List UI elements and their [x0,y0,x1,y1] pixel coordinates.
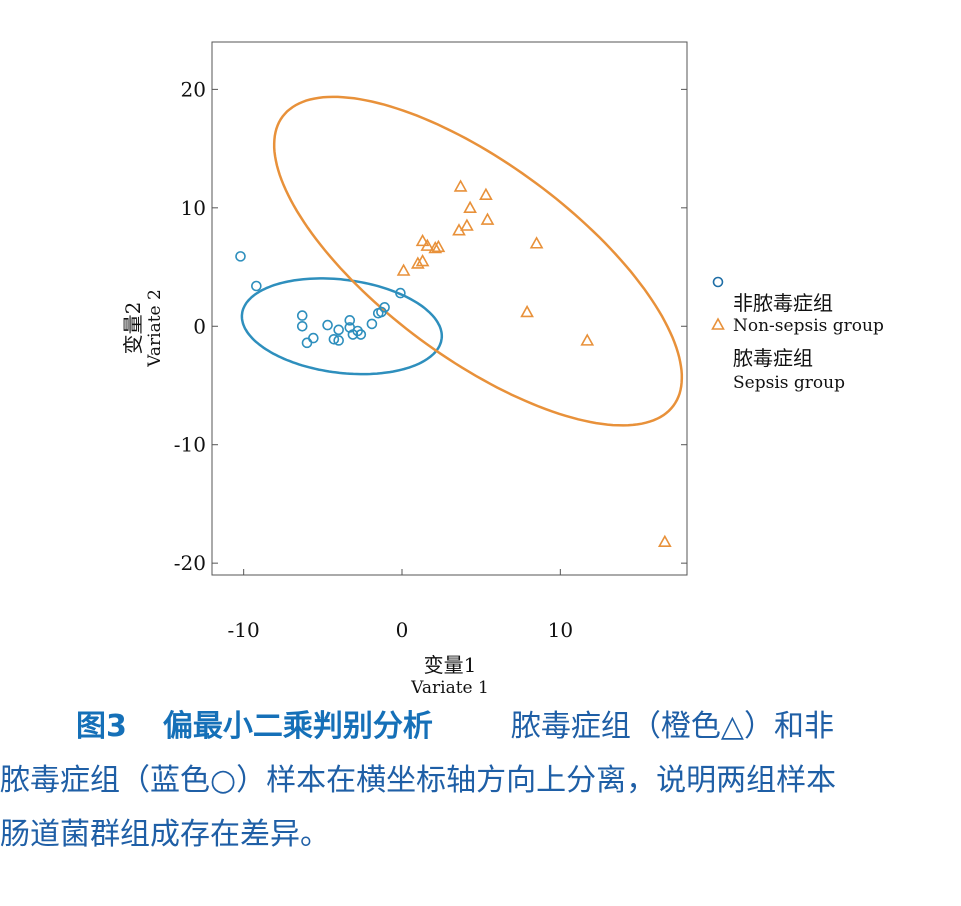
caption-line-3: 肠道菌群组成存在差异。 [0,817,330,852]
caption-text-1: 脓毒症组（橙色△）和非 [510,709,834,744]
triangle-point [415,233,430,247]
data-points [235,179,672,548]
x-tick-label: 10 [548,618,573,642]
triangle-point [428,240,443,254]
caption-line-2: 脓毒症组（蓝色○）样本在横坐标轴方向上分离，说明两组样本 [0,763,837,798]
scatter-plot: -10 0 10 -20 -10 0 10 20 变量1 Variate 1 变量2 Vari… [121,41,884,698]
legend-label-sepsis-cn: 脓毒症组 [733,346,813,370]
triangle-point [480,212,495,225]
caption-line-1: 图3 偏最小二乘判别分析 脓毒症组（橙色△）和非 [0,700,961,754]
triangle-point [396,263,411,276]
circle-point [395,287,406,299]
circle-point [355,329,367,340]
circle-point [251,280,262,292]
y-tick-label: 0 [193,314,206,338]
circle-point [296,320,308,332]
y-tick-label: -10 [174,433,206,457]
triangle-point [520,304,534,318]
legend: 非脓毒症组 Non-sepsis group 脓毒症组 Sepsis group [711,276,884,393]
x-axis-label-cn: 变量1 [424,653,477,677]
circle-point [379,302,390,313]
triangle-point [420,238,435,251]
confidence-ellipses [240,95,684,427]
x-tick-label: -10 [228,618,260,642]
plot-frame [211,41,688,576]
circle-point [366,318,378,330]
ellipse-orange [272,95,684,427]
circle-point [296,310,308,321]
x-axis-label-en: Variate 1 [410,678,489,698]
legend-label-non-sepsis-en: Non-sepsis group [733,316,884,336]
caption-title: 偏最小二乘判别分析 [162,709,433,744]
triangle-point [410,256,425,269]
triangle-point [431,239,446,253]
triangle-point [452,223,466,236]
y-tick-label: -20 [174,551,206,575]
caption-figure-label: 图3 [76,709,127,744]
legend-label-sepsis-en: Sepsis group [733,373,845,393]
legend-circle-marker [712,276,724,288]
y-tick-label: 20 [181,77,206,101]
triangle-point [453,179,468,192]
triangle-point [479,187,493,200]
circle-point [333,324,344,336]
circle-point [328,333,340,345]
triangle-point [463,200,477,214]
circle-point [344,315,356,326]
triangle-point [580,333,595,346]
circle-point [301,337,313,349]
figure-caption: 图3 偏最小二乘判别分析 脓毒症组（橙色△）和非 脓毒症组（蓝色○）样本在横坐标轴方… [0,700,961,862]
y-axis-label-cn: 变量2 [121,302,145,355]
triangle-point [460,218,474,231]
ellipse-blue [240,277,444,376]
triangle-point [657,534,672,548]
legend-label-non-sepsis-cn: 非脓毒症组 [733,291,833,315]
circle-point [322,319,333,331]
y-axis-label-en: Variate 2 [145,289,165,368]
triangle-point [529,236,544,249]
x-tick-label: 0 [396,618,409,642]
circle-point [235,251,246,262]
y-tick-label: 10 [181,196,206,220]
circle-point [308,332,319,344]
axis-ticks: -10 0 10 -20 -10 0 10 20 [174,77,687,642]
circle-point [333,335,344,346]
legend-triangle-marker [711,317,725,330]
